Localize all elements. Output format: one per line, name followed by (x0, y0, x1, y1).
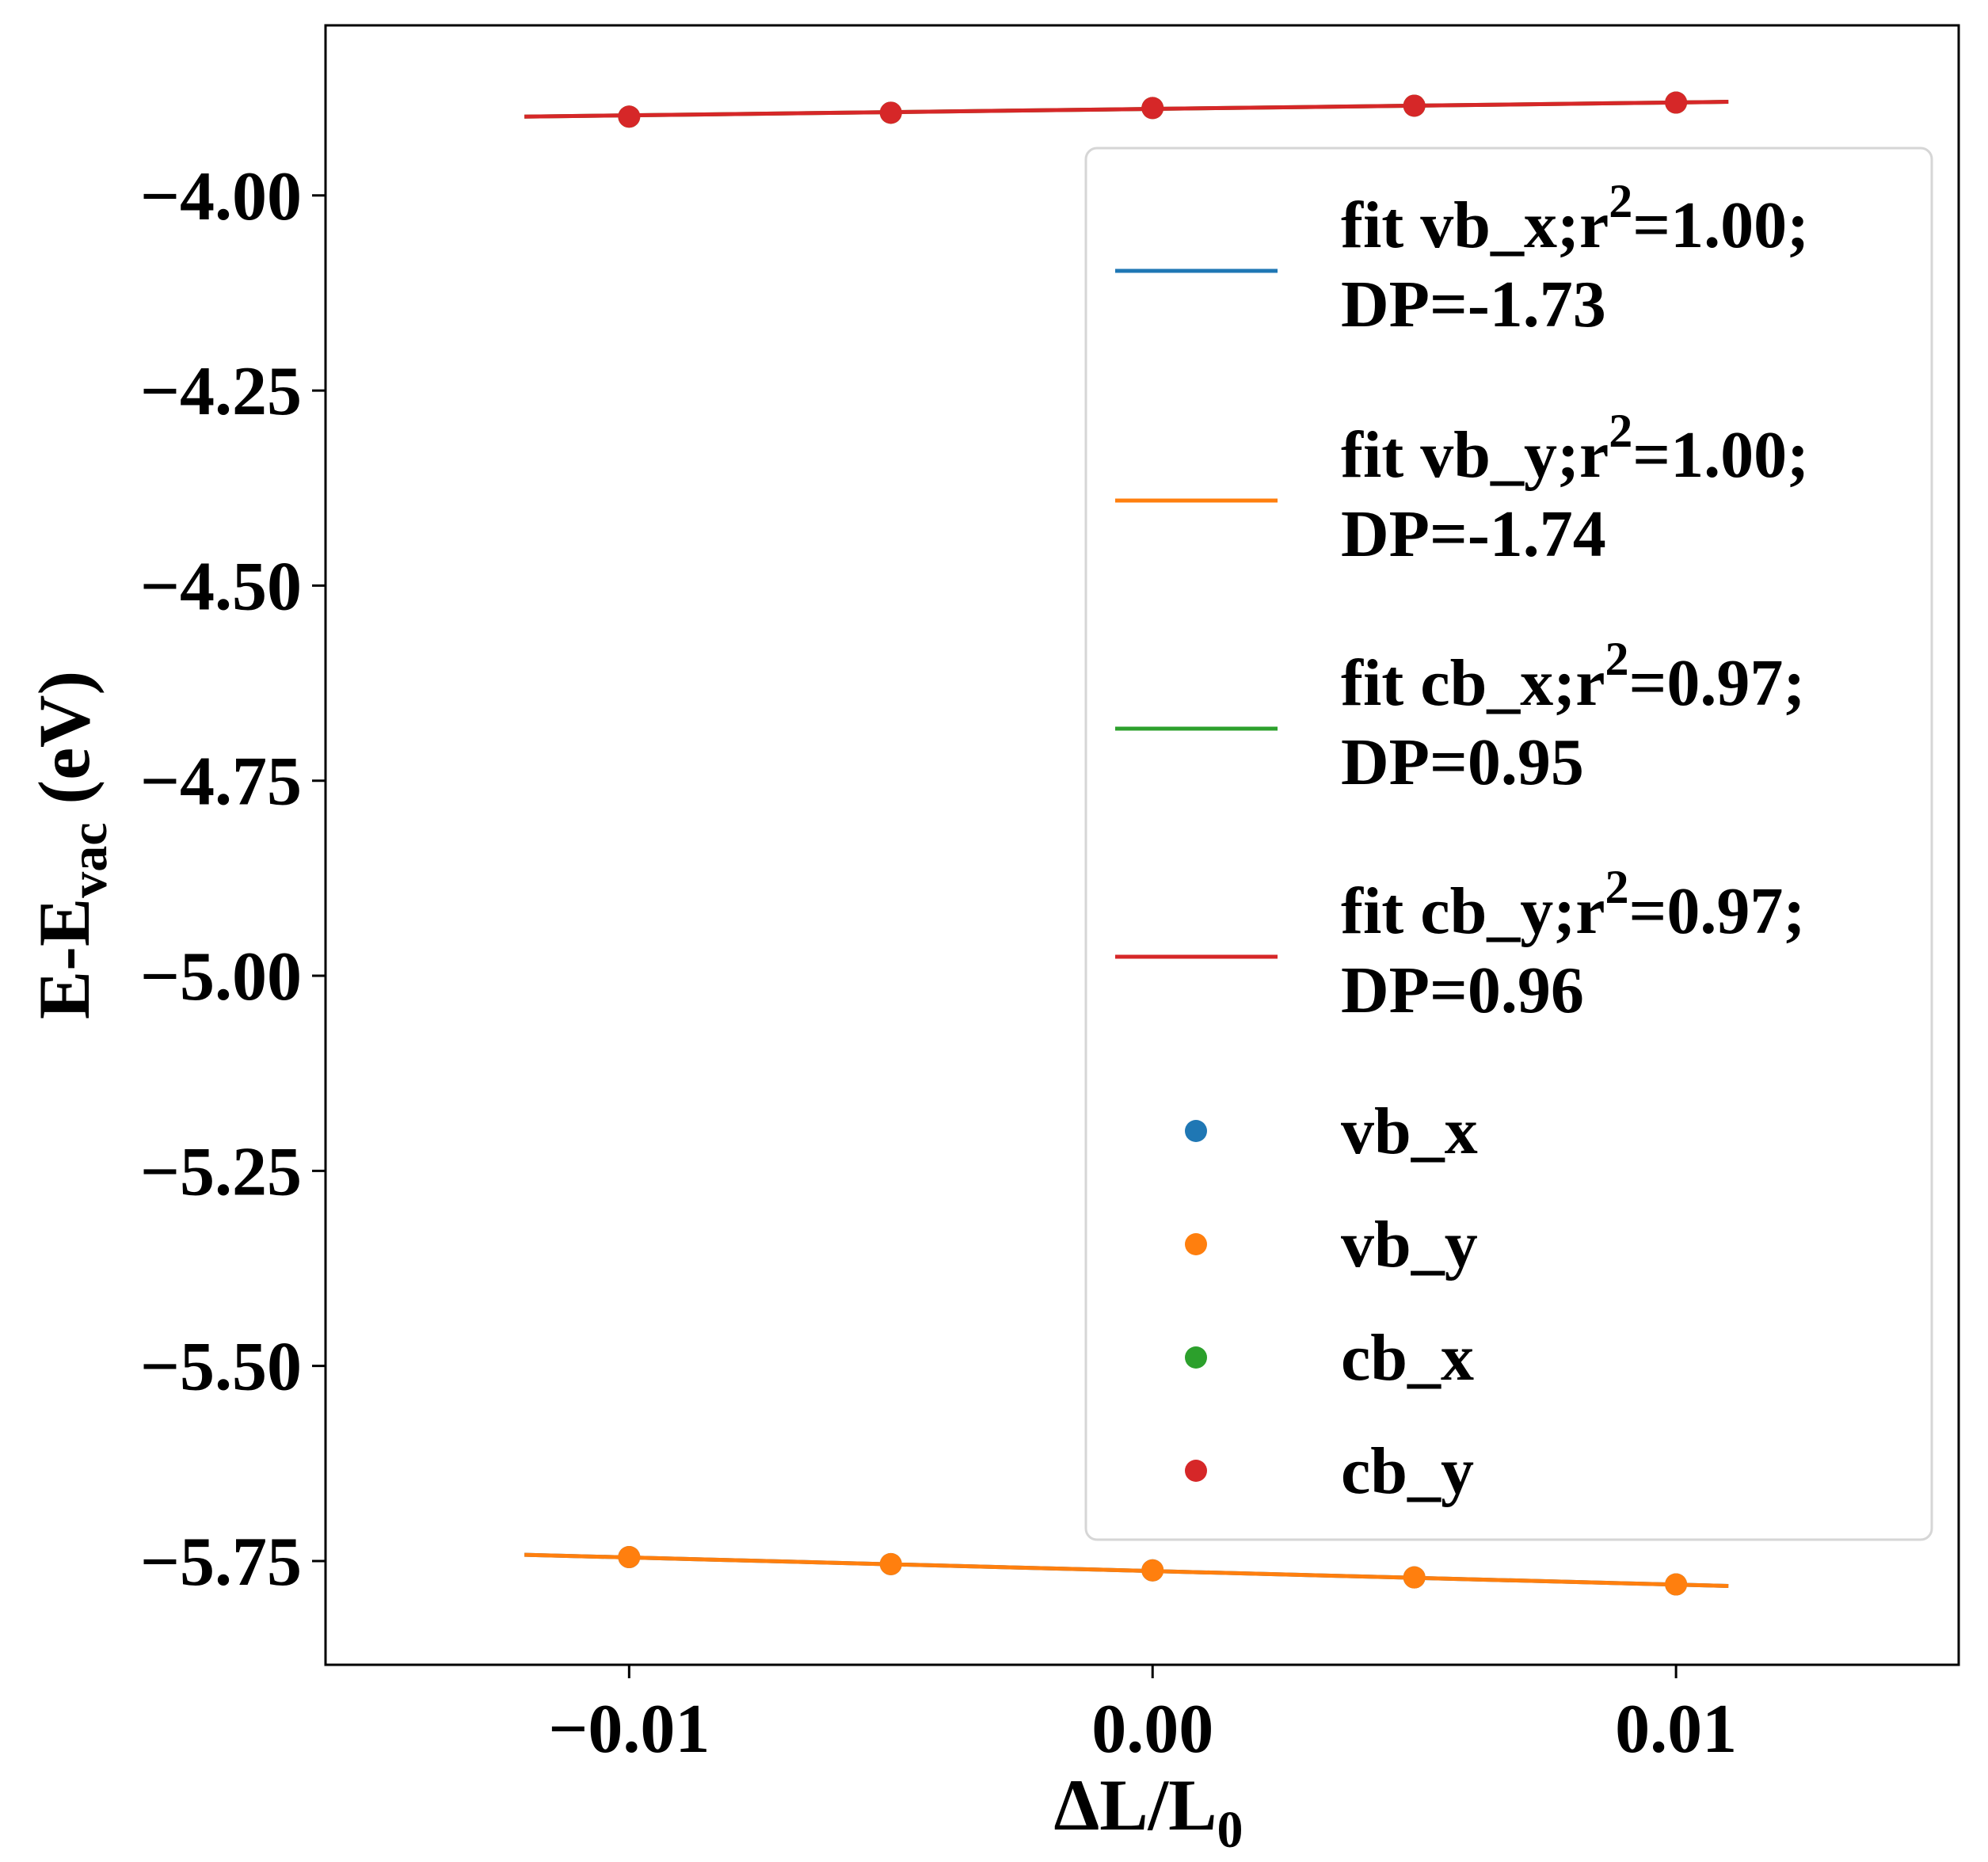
legend-fit-dp: DP=0.95 (1341, 725, 1584, 799)
legend-entry-vb_x: vb_x (1185, 1095, 1478, 1168)
x-axis-title: ΔL/L0 (1054, 1765, 1243, 1859)
legend-point-label: cb_y (1341, 1434, 1474, 1508)
plot-series-layer (524, 91, 1729, 1596)
legend-fit-label: fit vb_x;r2=1.00; (1341, 175, 1809, 262)
x-tick-label: 0.00 (1091, 1691, 1213, 1768)
x-tick-label: −0.01 (548, 1691, 710, 1768)
x-tick-label: 0.01 (1615, 1691, 1737, 1768)
legend-marker (1185, 1120, 1207, 1142)
legend-fit-dp: DP=-1.73 (1341, 268, 1606, 341)
y-axis-ticks: −4.00 −4.25 −4.50 −4.75 −5.00 −5.25 −5.50 −5.75 (140, 158, 326, 1601)
legend-entry-fit-vb_y: fit vb_y;r2=1.00;DP=-1.74 (1115, 405, 1809, 571)
legend-entry-cb_x: cb_x (1185, 1321, 1474, 1395)
legend-entry-vb_y: vb_y (1185, 1208, 1478, 1281)
y-axis-title: E-Evac (eV) (24, 671, 118, 1019)
y-tick-label: −5.75 (140, 1524, 302, 1601)
data-point-vb_y-0 (618, 1546, 641, 1569)
legend-fit-label: fit cb_x;r2=0.97; (1341, 633, 1805, 720)
data-point-cb_y-2 (1141, 97, 1164, 120)
legend-point-label: cb_x (1341, 1321, 1474, 1395)
fit-line-vb_y (524, 1552, 1729, 1588)
legend-entry-fit-vb_x: fit vb_x;r2=1.00;DP=-1.73 (1115, 175, 1809, 341)
plot-frame (324, 24, 1960, 1666)
data-point-vb_y-2 (1141, 1559, 1164, 1582)
data-point-vb_y-4 (1665, 1573, 1688, 1596)
data-point-cb_y-1 (879, 101, 902, 124)
data-point-cb_y-3 (1403, 94, 1426, 117)
y-tick-label: −4.50 (140, 548, 302, 625)
y-tick-label: −4.25 (140, 353, 302, 430)
legend-point-label: vb_x (1341, 1095, 1478, 1168)
legend-entry-fit-cb_y: fit cb_y;r2=0.97;DP=0.96 (1115, 861, 1805, 1027)
y-tick-label: −5.50 (140, 1329, 302, 1406)
legend-point-label: vb_y (1341, 1208, 1478, 1281)
data-point-cb_y-0 (618, 105, 641, 128)
series-vb_y (524, 1546, 1729, 1596)
legend-fit-dp: DP=-1.74 (1341, 497, 1606, 571)
legend-entry-cb_y: cb_y (1185, 1434, 1474, 1508)
y-tick-label: −4.00 (140, 158, 302, 235)
legend-frame (1084, 147, 1933, 1541)
legend-entry-fit-cb_x: fit cb_x;r2=0.97;DP=0.95 (1115, 633, 1805, 799)
x-axis-ticks: −0.01 0.00 0.01 (548, 1665, 1737, 1768)
y-tick-label: −5.25 (140, 1133, 302, 1210)
y-tick-label: −4.75 (140, 744, 302, 821)
data-point-cb_y-4 (1665, 91, 1688, 114)
legend-marker (1185, 1460, 1207, 1482)
data-point-vb_y-1 (879, 1552, 902, 1575)
data-point-vb_y-3 (1403, 1566, 1426, 1589)
legend-fit-dp: DP=0.96 (1341, 954, 1584, 1027)
legend-fit-label: fit vb_y;r2=1.00; (1341, 405, 1809, 492)
legend-marker (1185, 1346, 1207, 1369)
fit-line-cb_y (524, 100, 1729, 119)
y-tick-label: −5.00 (140, 939, 302, 1015)
series-cb_y (524, 91, 1729, 128)
legend-fit-label: fit cb_y;r2=0.97; (1341, 861, 1805, 948)
legend-marker (1185, 1233, 1207, 1255)
